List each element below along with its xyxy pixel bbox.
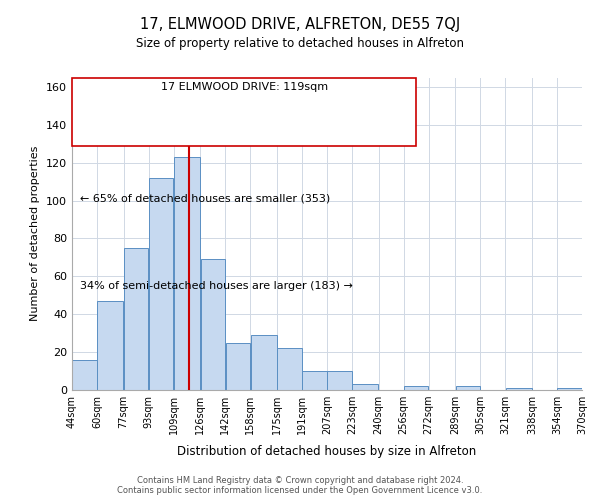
Bar [352,384,379,390]
Text: 17 ELMWOOD DRIVE: 119sqm: 17 ELMWOOD DRIVE: 119sqm [161,82,328,92]
Bar [404,386,428,390]
FancyBboxPatch shape [72,78,416,146]
Bar [327,371,352,390]
Bar [149,178,173,390]
Y-axis label: Number of detached properties: Number of detached properties [31,146,40,322]
Bar [251,335,277,390]
Text: ← 65% of detached houses are smaller (353): ← 65% of detached houses are smaller (35… [80,193,330,203]
Text: 17, ELMWOOD DRIVE, ALFRETON, DE55 7QJ: 17, ELMWOOD DRIVE, ALFRETON, DE55 7QJ [140,18,460,32]
Text: 34% of semi-detached houses are larger (183) →: 34% of semi-detached houses are larger (… [80,280,353,290]
X-axis label: Distribution of detached houses by size in Alfreton: Distribution of detached houses by size … [178,446,476,458]
Bar [557,388,582,390]
Bar [455,386,480,390]
Text: Contains HM Land Registry data © Crown copyright and database right 2024.
Contai: Contains HM Land Registry data © Crown c… [118,476,482,495]
Bar [174,157,200,390]
Bar [506,388,532,390]
Bar [97,301,124,390]
Bar [302,371,327,390]
Bar [226,342,250,390]
Text: Size of property relative to detached houses in Alfreton: Size of property relative to detached ho… [136,38,464,51]
Bar [72,360,97,390]
Bar [200,260,225,390]
Bar [124,248,148,390]
Bar [277,348,302,390]
